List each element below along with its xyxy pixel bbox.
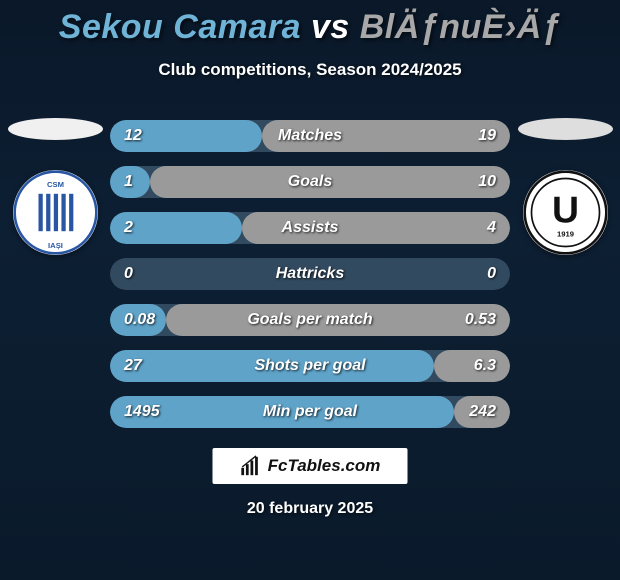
stat-row: 27 Shots per goal 6.3 xyxy=(110,350,510,382)
right-team-column: U 1919 xyxy=(515,118,615,460)
left-club-badge: CSM IAȘI xyxy=(13,170,98,255)
player2-color-ellipse xyxy=(518,118,613,140)
stat-label: Shots per goal xyxy=(254,357,365,375)
left-team-column: CSM IAȘI xyxy=(5,118,105,460)
stat-value-right: 0.53 xyxy=(465,311,496,329)
stat-value-right: 6.3 xyxy=(474,357,496,375)
stat-value-left: 2 xyxy=(124,219,133,237)
page-title: Sekou Camara vs BlÄƒnuÈ›Äƒ xyxy=(0,8,620,47)
stats-container: 12Matches191Goals102Assists40Hattricks00… xyxy=(110,120,510,442)
stat-value-left: 27 xyxy=(124,357,142,375)
stat-value-left: 1495 xyxy=(124,403,160,421)
stat-row: 12 Matches 19 xyxy=(110,120,510,152)
date-stamp: 20 february 2025 xyxy=(0,500,620,518)
stat-row: 1495 Min per goal 242 xyxy=(110,396,510,428)
stat-label: Goals xyxy=(288,173,332,191)
stat-value-right: 10 xyxy=(478,173,496,191)
subtitle: Club competitions, Season 2024/2025 xyxy=(0,60,620,80)
stat-row: 2 Assists 4 xyxy=(110,212,510,244)
player1-name: Sekou Camara xyxy=(59,8,301,46)
stat-value-right: 0 xyxy=(487,265,496,283)
player1-color-ellipse xyxy=(8,118,103,140)
stat-label: Min per goal xyxy=(263,403,357,421)
left-badge-svg: CSM IAȘI xyxy=(13,170,98,255)
stat-label: Goals per match xyxy=(247,311,372,329)
right-badge-svg: U 1919 xyxy=(523,170,608,255)
stat-label: Assists xyxy=(282,219,339,237)
left-badge-text1: CSM xyxy=(47,180,64,189)
stat-row: 0 Hattricks 0 xyxy=(110,258,510,290)
stat-label: Matches xyxy=(278,127,342,145)
stat-value-left: 0 xyxy=(124,265,133,283)
stat-value-right: 4 xyxy=(487,219,496,237)
stat-value-left: 1 xyxy=(124,173,133,191)
stat-row: 0.08 Goals per match 0.53 xyxy=(110,304,510,336)
stat-label: Hattricks xyxy=(276,265,344,283)
fctables-watermark: FcTables.com xyxy=(213,448,408,484)
stat-value-left: 12 xyxy=(124,127,142,145)
stat-row: 1 Goals 10 xyxy=(110,166,510,198)
left-badge-text2: IAȘI xyxy=(48,241,63,250)
brand-text: FcTables.com xyxy=(268,456,381,476)
stat-value-right: 19 xyxy=(478,127,496,145)
vs-text: vs xyxy=(311,8,350,46)
right-badge-letter: U xyxy=(551,189,578,231)
right-badge-sub: 1919 xyxy=(557,229,574,238)
right-club-badge: U 1919 xyxy=(523,170,608,255)
chart-icon xyxy=(240,455,262,477)
stat-value-right: 242 xyxy=(469,403,496,421)
stat-value-left: 0.08 xyxy=(124,311,155,329)
stat-fill-right xyxy=(434,350,510,382)
player2-name: BlÄƒnuÈ›Äƒ xyxy=(360,8,561,46)
